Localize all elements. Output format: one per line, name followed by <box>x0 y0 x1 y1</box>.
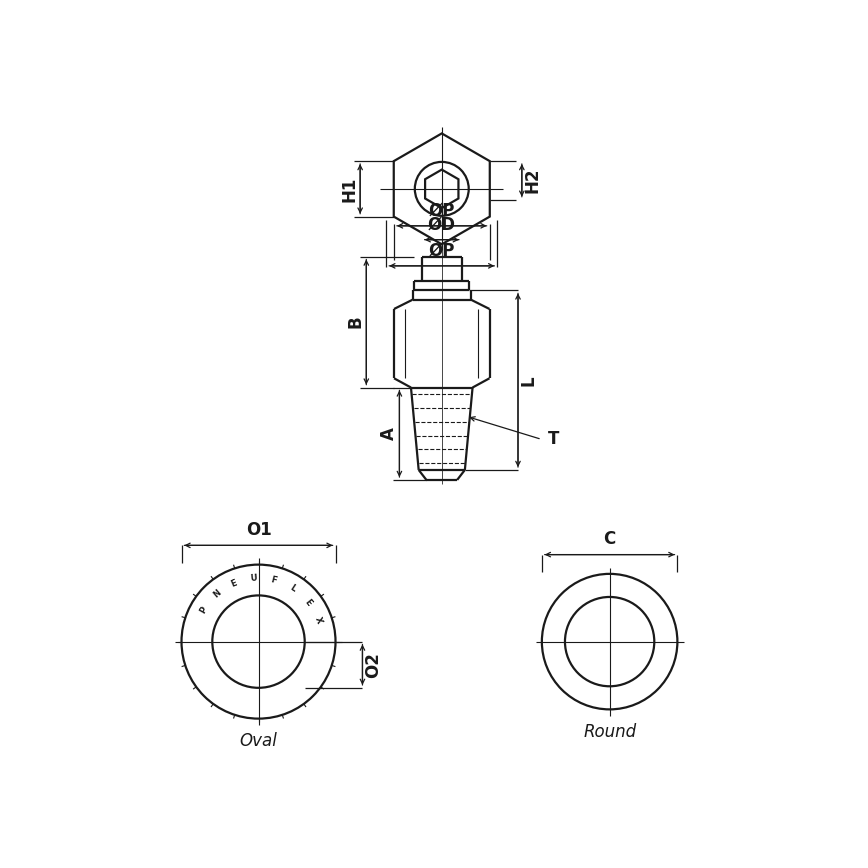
Text: C: C <box>603 530 615 549</box>
Text: O2: O2 <box>365 652 382 678</box>
Text: ØP: ØP <box>429 241 455 260</box>
Text: T: T <box>548 431 559 449</box>
Text: L: L <box>520 375 538 385</box>
Text: P: P <box>199 605 209 615</box>
Text: E: E <box>230 578 239 589</box>
Text: A: A <box>380 427 398 440</box>
Text: L: L <box>288 583 298 594</box>
Text: ØP: ØP <box>429 201 455 220</box>
Text: F: F <box>270 575 278 586</box>
Text: N: N <box>211 589 222 600</box>
Text: Round: Round <box>583 723 636 741</box>
Text: H1: H1 <box>340 176 358 201</box>
Text: X: X <box>312 615 323 625</box>
Text: E: E <box>303 597 313 608</box>
Text: U: U <box>250 574 258 583</box>
Text: Oval: Oval <box>240 733 278 751</box>
Text: H2: H2 <box>523 168 542 194</box>
Text: ØD: ØD <box>428 215 456 233</box>
Text: B: B <box>346 316 365 328</box>
Text: O1: O1 <box>246 521 272 539</box>
